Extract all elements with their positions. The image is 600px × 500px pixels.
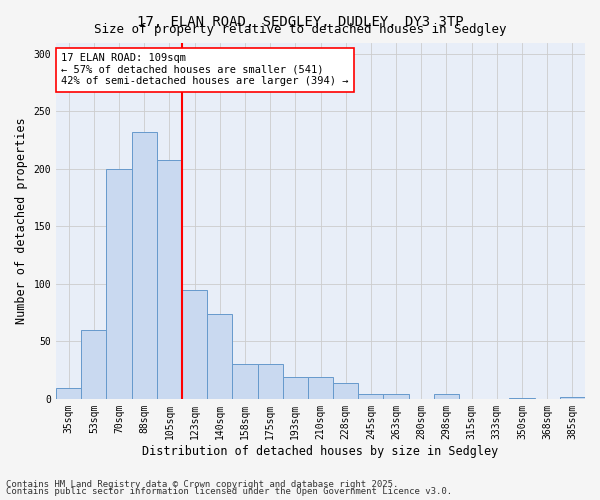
Bar — [106, 169, 131, 399]
Bar — [358, 394, 383, 399]
Bar — [56, 388, 81, 399]
Bar — [157, 160, 182, 399]
Bar — [308, 377, 333, 399]
Bar — [509, 398, 535, 399]
Bar — [182, 290, 207, 399]
Bar — [257, 364, 283, 399]
Bar — [207, 314, 232, 399]
Bar — [560, 396, 585, 399]
Y-axis label: Number of detached properties: Number of detached properties — [15, 118, 28, 324]
Bar — [333, 382, 358, 399]
Bar — [383, 394, 409, 399]
Text: Contains HM Land Registry data © Crown copyright and database right 2025.: Contains HM Land Registry data © Crown c… — [6, 480, 398, 489]
Text: Contains public sector information licensed under the Open Government Licence v3: Contains public sector information licen… — [6, 487, 452, 496]
Bar — [283, 377, 308, 399]
X-axis label: Distribution of detached houses by size in Sedgley: Distribution of detached houses by size … — [142, 444, 499, 458]
Bar — [434, 394, 459, 399]
Text: Size of property relative to detached houses in Sedgley: Size of property relative to detached ho… — [94, 22, 506, 36]
Bar — [131, 132, 157, 399]
Bar — [81, 330, 106, 399]
Text: 17 ELAN ROAD: 109sqm
← 57% of detached houses are smaller (541)
42% of semi-deta: 17 ELAN ROAD: 109sqm ← 57% of detached h… — [61, 53, 349, 86]
Text: 17, ELAN ROAD, SEDGLEY, DUDLEY, DY3 3TP: 17, ELAN ROAD, SEDGLEY, DUDLEY, DY3 3TP — [137, 15, 463, 29]
Bar — [232, 364, 257, 399]
